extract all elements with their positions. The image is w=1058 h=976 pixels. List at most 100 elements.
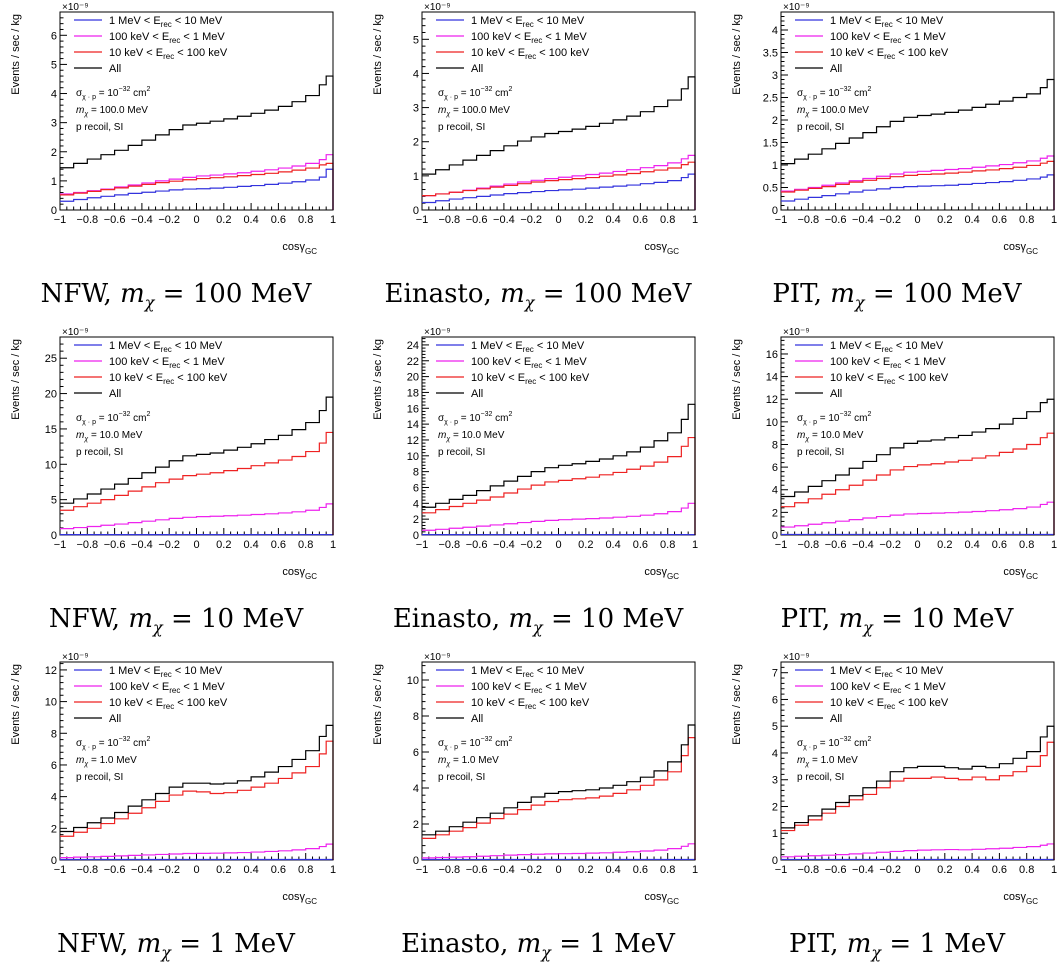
x-tick-label: 0.6: [633, 214, 648, 226]
y-tick-label: 5: [413, 34, 419, 46]
annotation-text: σχ · p = 10−32 cm2: [797, 736, 871, 751]
panel-caption: Einasto, mχ = 10 MeV: [362, 604, 714, 637]
x-tick-label: −0.2: [520, 214, 542, 226]
y-tick-label: 2: [51, 823, 57, 835]
caption-model: Einasto: [384, 279, 484, 309]
legend-label: 100 keV < Erec < 1 MeV: [830, 681, 946, 695]
annotation-text: p recoil, SI: [797, 447, 844, 458]
legend-label: 10 keV < Erec < 100 keV: [109, 697, 228, 711]
y-exponent-label: ×10⁻⁹: [424, 2, 451, 13]
caption-model: Einasto: [392, 604, 492, 634]
caption-symbol: , mχ =: [491, 604, 582, 638]
chart-panel: −1 −0.8 −0.6 −0.4 −0.2 0 0.2 0.4 0.6 0.8 1 0 0.5 1 1.5…: [721, 0, 1058, 325]
x-tick-label: 0.6: [633, 539, 648, 551]
x-tick-label: −0.4: [493, 864, 515, 876]
legend-label: 100 keV < Erec < 1 MeV: [471, 681, 587, 695]
legend-label: 100 keV < Erec < 1 MeV: [471, 356, 587, 370]
x-tick-label: 1: [1051, 539, 1057, 551]
y-tick-label: 0: [51, 530, 57, 542]
series-line: [422, 403, 696, 535]
caption-model: Einasto: [401, 929, 501, 959]
caption-mass: 10 MeV: [911, 604, 1014, 634]
x-tick-label: 0.4: [605, 214, 620, 226]
legend-label: All: [109, 63, 121, 75]
legend-label: All: [830, 388, 842, 400]
y-tick-label: 4: [51, 89, 57, 101]
y-tick-label: 0: [413, 205, 419, 217]
y-tick-label: 0: [772, 205, 778, 217]
x-tick-label: −0.2: [520, 864, 542, 876]
y-tick-label: 18: [407, 387, 419, 399]
y-axis-label: Events / sec / kg: [731, 664, 743, 745]
x-tick-label: 0: [914, 864, 920, 876]
series-line: [422, 724, 696, 860]
x-tick-label: −1: [54, 214, 67, 226]
y-tick-label: 3: [51, 118, 57, 130]
y-tick-label: 0: [413, 855, 419, 867]
legend-label: 100 keV < Erec < 1 MeV: [109, 681, 225, 695]
caption-model: PIT: [788, 929, 831, 959]
y-tick-label: 1: [413, 171, 419, 183]
panel-caption: PIT, mχ = 100 MeV: [721, 279, 1058, 312]
panel-caption: NFW, mχ = 1 MeV: [0, 929, 352, 962]
x-tick-label: 0.8: [660, 864, 675, 876]
y-tick-label: 12: [766, 394, 778, 406]
x-tick-label: 1: [330, 214, 336, 226]
x-tick-label: −0.8: [438, 539, 460, 551]
x-tick-label: 0.6: [992, 539, 1007, 551]
x-tick-label: −0.6: [825, 214, 847, 226]
y-tick-label: 2: [772, 115, 778, 127]
annotation-text: σχ · p = 10−32 cm2: [438, 411, 512, 426]
chart-panel: −1 −0.8 −0.6 −0.4 −0.2 0 0.2 0.4 0.6 0.8 1 0 5 10 15 20…: [0, 325, 352, 650]
chart-svg: −1 −0.8 −0.6 −0.4 −0.2 0 0.2 0.4 0.6 0.8 102468101…: [731, 327, 1057, 581]
y-tick-label: 7: [772, 668, 778, 680]
legend-label: All: [471, 388, 483, 400]
x-tick-label: −1: [416, 864, 429, 876]
x-tick-label: −0.4: [131, 539, 153, 551]
x-axis-label: cosγGC: [282, 566, 317, 581]
x-tick-label: −0.6: [104, 214, 126, 226]
x-axis-label: cosγGC: [644, 891, 679, 906]
series-line: [422, 161, 696, 210]
x-tick-label: 0: [193, 864, 199, 876]
caption-symbol: , mχ =: [830, 929, 920, 963]
caption-model: PIT: [780, 604, 822, 634]
y-tick-label: 4: [413, 68, 419, 80]
annotation-text: mχ = 1.0 MeV: [797, 755, 858, 768]
x-tick-label: 0.8: [298, 214, 313, 226]
y-axis-label: Events / sec / kg: [372, 664, 384, 745]
caption-mass: 100 MeV: [192, 279, 312, 309]
x-tick-label: 0.8: [660, 539, 675, 551]
caption-symbol: , mχ =: [103, 279, 193, 313]
x-tick-label: 0.4: [964, 864, 979, 876]
x-tick-label: 0.2: [578, 214, 593, 226]
y-tick-label: 24: [407, 340, 419, 352]
y-tick-label: 2: [772, 507, 778, 519]
x-tick-label: 0.4: [964, 214, 979, 226]
legend-label: All: [830, 63, 842, 75]
caption-mass: 100 MeV: [572, 279, 692, 309]
y-tick-label: 12: [407, 435, 419, 447]
x-tick-label: −0.2: [158, 214, 180, 226]
x-tick-label: 0: [914, 214, 920, 226]
caption-mass: 100 MeV: [902, 279, 1022, 309]
y-tick-label: 0: [772, 530, 778, 542]
y-tick-label: 14: [766, 372, 778, 384]
annotation-text: mχ = 1.0 MeV: [76, 755, 137, 768]
caption-model: NFW: [48, 604, 112, 634]
y-exponent-label: ×10⁻⁹: [424, 327, 451, 338]
x-tick-label: −0.8: [797, 864, 819, 876]
x-tick-label: −0.6: [825, 864, 847, 876]
legend-label: 1 MeV < Erec < 10 MeV: [109, 340, 223, 354]
series-line: [781, 741, 1055, 860]
series-line: [60, 75, 334, 210]
chart-panel: −1 −0.8 −0.6 −0.4 −0.2 0 0.2 0.4 0.6 0.8 1 0 2 4 6 8 10 1…: [721, 325, 1058, 650]
x-tick-label: 0.8: [298, 539, 313, 551]
y-exponent-label: ×10⁻⁹: [62, 327, 89, 338]
x-axis-label: cosγGC: [1003, 241, 1038, 256]
series-line: [60, 431, 334, 535]
y-tick-label: 4: [772, 485, 778, 497]
y-tick-label: 2: [413, 514, 419, 526]
annotation-text: p recoil, SI: [438, 447, 485, 458]
legend-label: 100 keV < Erec < 1 MeV: [471, 31, 587, 45]
